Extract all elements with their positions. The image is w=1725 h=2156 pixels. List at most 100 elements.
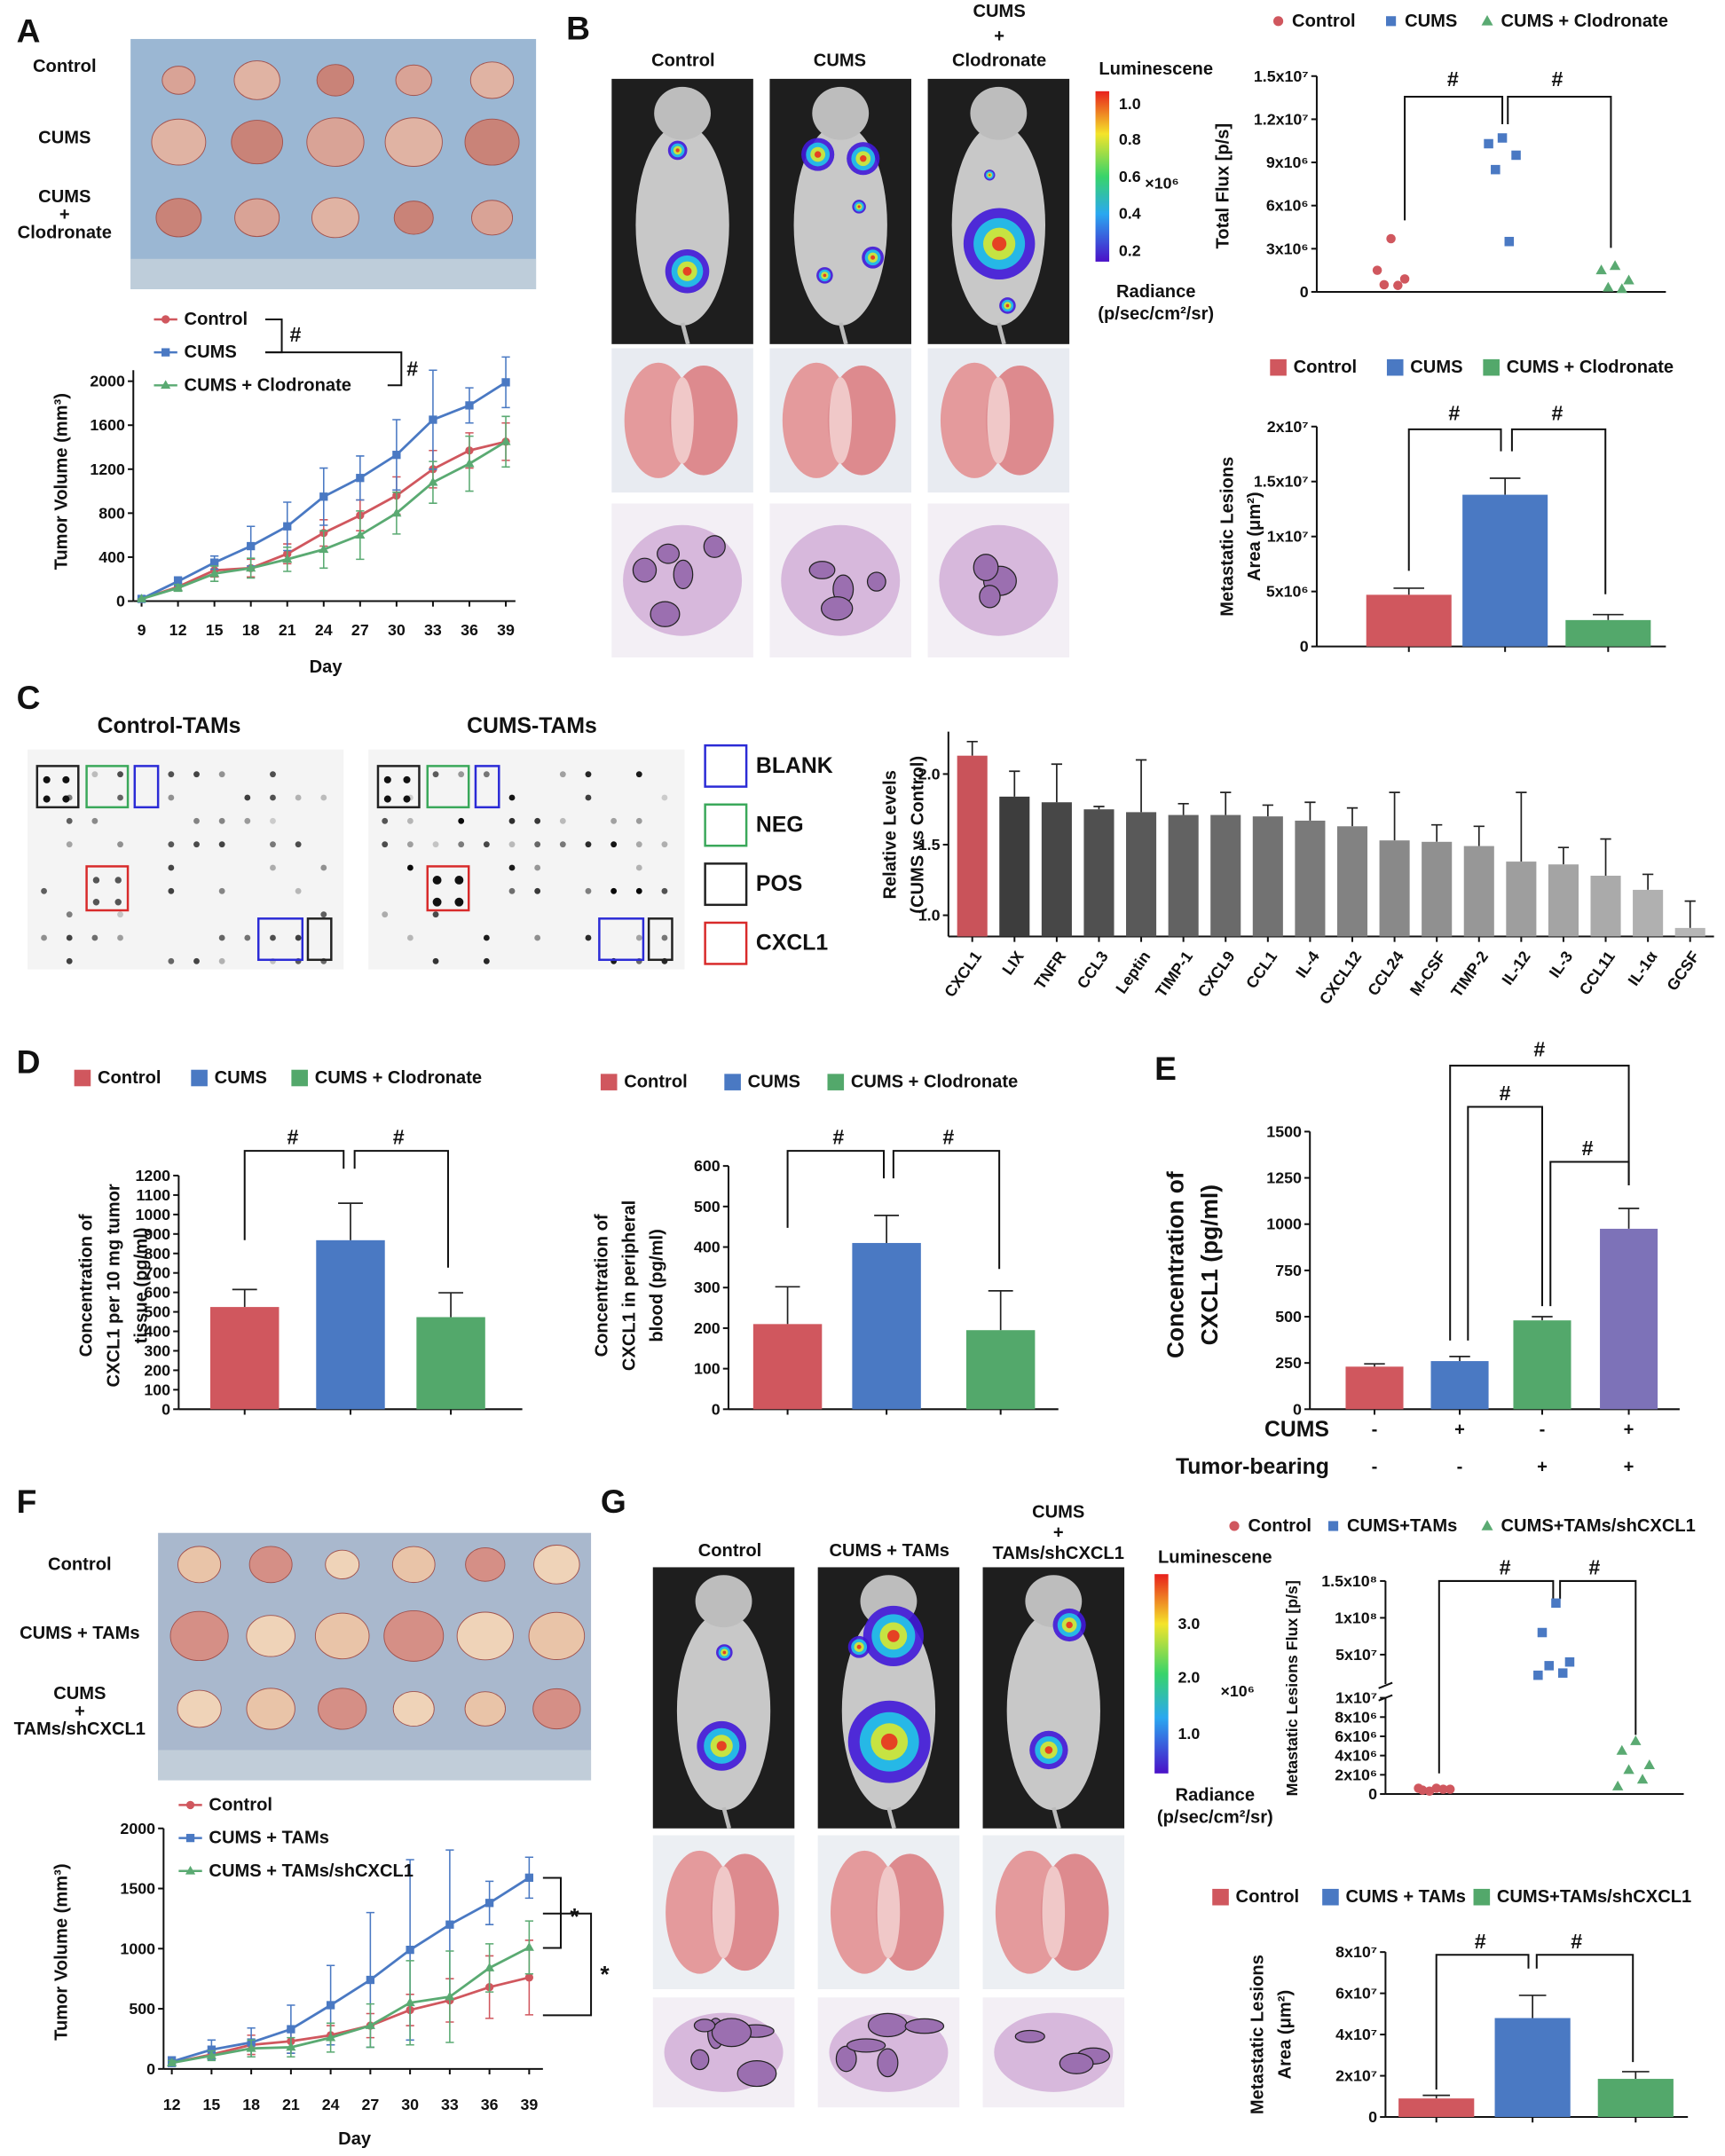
array-spot <box>585 887 592 894</box>
y-tick-label: 6x10⁶ <box>1266 197 1309 215</box>
tumor <box>311 197 359 239</box>
bar <box>1513 1320 1571 1410</box>
photo-label: CUMS + TAMs <box>20 1624 139 1643</box>
y-axis-label: Metastatic Lesions Flux [p/s] <box>1283 1580 1301 1796</box>
marker <box>1595 264 1607 275</box>
y-tick-label: 1.0 <box>918 907 941 925</box>
legend-marker <box>1272 16 1284 27</box>
array-spot <box>117 934 123 941</box>
x-tick-label: 27 <box>351 621 369 639</box>
marker <box>392 451 401 460</box>
y-axis-label: CXCL1 in peripheral <box>619 1200 639 1371</box>
bar <box>1674 927 1705 937</box>
x-tick-label: 12 <box>163 2096 181 2113</box>
panel-letter: C <box>17 679 41 716</box>
bar <box>852 1242 921 1410</box>
legend-label: CUMS + TAMs <box>209 1829 328 1848</box>
tumor <box>318 1688 367 1730</box>
y-tick-label: 800 <box>144 1245 170 1263</box>
error-bar <box>1422 2094 1451 2099</box>
error-bar <box>1220 791 1232 815</box>
legend-label: Control <box>98 1068 161 1088</box>
bar <box>1422 841 1453 937</box>
significance-mark: # <box>1448 401 1460 424</box>
significance-mark: # <box>832 1126 844 1149</box>
bar <box>957 755 988 937</box>
legend-label: CUMS+TAMs/shCXCL1 <box>1497 1887 1691 1907</box>
array-spot <box>270 794 276 801</box>
x-axis-label: Day <box>310 657 343 677</box>
array-spot <box>270 864 276 871</box>
legend-swatch <box>291 1069 308 1087</box>
array-spot <box>661 841 668 848</box>
marker <box>1504 236 1515 247</box>
array-spot <box>270 934 276 941</box>
lesion <box>820 596 854 621</box>
y-tick-label: 700 <box>144 1264 170 1282</box>
marker <box>1386 233 1396 244</box>
marker <box>429 415 437 424</box>
condition-label: Tumor-bearing <box>1176 1455 1329 1479</box>
legend-marker <box>1229 1521 1240 1531</box>
y-tick-label: 0 <box>146 2060 155 2078</box>
legend-swatch <box>1322 1888 1339 1906</box>
colorbar-label: (p/sec/cm²/sr) <box>1098 304 1214 324</box>
key-box <box>704 803 748 847</box>
legend-swatch <box>1386 358 1404 376</box>
y-tick-label: 0 <box>1300 638 1309 656</box>
mouse-tail <box>838 322 848 345</box>
error-bar <box>1642 873 1654 890</box>
legend-swatch <box>600 1074 618 1090</box>
marker <box>1623 274 1634 285</box>
array-spot <box>559 771 566 778</box>
bar <box>1462 494 1548 647</box>
array-spot <box>432 897 442 907</box>
significance-mark: # <box>1533 1037 1545 1060</box>
significance-mark: # <box>1582 1137 1594 1160</box>
array-spot <box>218 887 225 894</box>
mouse-head <box>812 86 870 140</box>
marker <box>246 563 256 572</box>
y-tick-label: 1600 <box>90 416 125 434</box>
error-bar <box>1449 1356 1470 1362</box>
marker <box>1609 260 1621 271</box>
colorbar-title: Luminescene <box>1099 59 1213 79</box>
y-tick-label: 500 <box>129 2000 155 2018</box>
array-spot <box>454 875 464 885</box>
y-axis-label: Concentration of <box>592 1214 611 1357</box>
array-box <box>85 765 130 809</box>
mouse-head <box>695 1575 752 1628</box>
legend-swatch <box>74 1069 91 1087</box>
condition-sign: + <box>1624 1457 1634 1476</box>
significance-mark: # <box>1552 67 1564 90</box>
array-spot <box>585 794 592 801</box>
y-tick-label: 0 <box>712 1400 721 1418</box>
error-bar <box>1364 1363 1385 1367</box>
legend-marker <box>1386 16 1397 27</box>
marker <box>1424 1786 1435 1797</box>
array-spot <box>244 817 251 824</box>
x-tick-label: M-CSF <box>1406 948 1450 999</box>
array-spot <box>66 957 73 964</box>
colorbar-unit: ×10⁶ <box>1221 1682 1255 1700</box>
bar <box>1430 1361 1489 1410</box>
bar <box>1600 1228 1658 1410</box>
y-tick-label: 4x10⁷ <box>1335 2026 1377 2043</box>
y-tick-label: 6x10⁶ <box>1335 1727 1377 1745</box>
bar <box>999 796 1030 937</box>
tumor <box>177 1546 222 1584</box>
tumor <box>391 1546 436 1584</box>
legend-label: CUMS <box>1410 358 1462 377</box>
colorbar-title: Luminescene <box>1158 1548 1272 1568</box>
error-bar <box>1009 770 1020 797</box>
marker <box>1445 1784 1455 1794</box>
array-spot <box>382 841 389 848</box>
significance-mark: # <box>1447 67 1459 90</box>
marker <box>1484 138 1493 149</box>
legend-label: CUMS <box>215 1068 267 1088</box>
colorbar <box>1095 90 1110 262</box>
signal <box>860 154 867 162</box>
legend-marker <box>161 380 171 389</box>
array-spot <box>483 934 490 941</box>
array-spot <box>244 934 251 941</box>
